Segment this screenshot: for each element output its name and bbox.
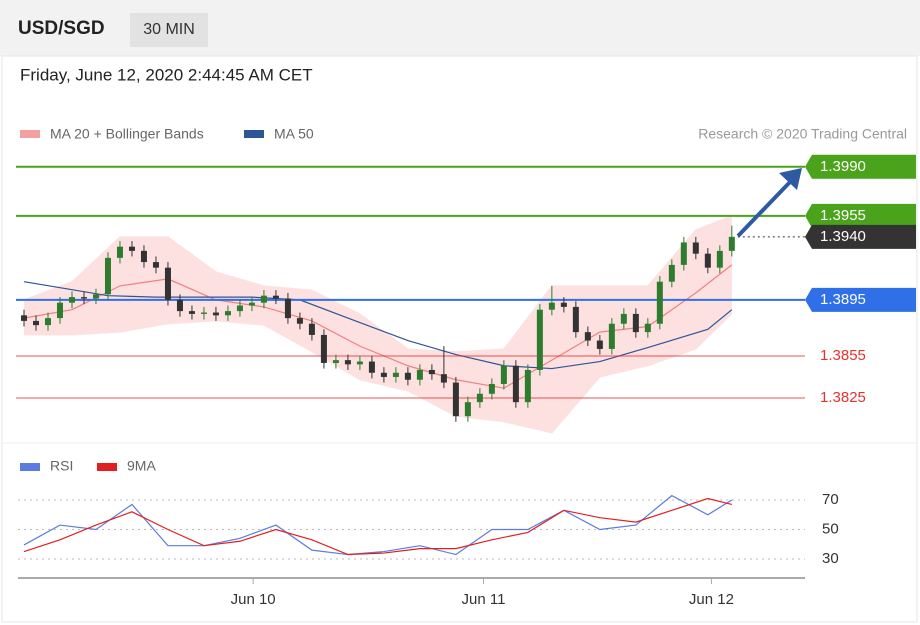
candle-body <box>44 318 51 326</box>
candle-body <box>668 264 675 282</box>
candle-body <box>452 382 459 417</box>
target-arrow <box>736 180 792 238</box>
candle-body <box>440 374 447 383</box>
candle-body <box>224 311 231 316</box>
candle-body <box>308 323 315 335</box>
candle-body <box>704 253 711 268</box>
candle-body <box>608 323 615 349</box>
candle-body <box>140 250 147 263</box>
arrow-head <box>779 168 802 190</box>
rsi-line <box>23 497 732 556</box>
level-label: 1.3955 <box>820 207 866 224</box>
level-label: 1.3855 <box>820 347 866 364</box>
candle-body <box>80 297 87 299</box>
candle-body <box>332 360 339 363</box>
candle-body <box>632 313 639 333</box>
candle-body <box>404 372 411 380</box>
candle-body <box>164 267 171 300</box>
candle-body <box>200 312 207 314</box>
candle-body <box>296 318 303 324</box>
bollinger-band <box>23 215 732 433</box>
ma50-line <box>23 281 733 370</box>
legend-swatch <box>20 463 40 471</box>
level-tag <box>805 287 916 312</box>
rsi-tick-label: 50 <box>822 520 839 537</box>
candle-body <box>572 306 579 333</box>
legend-swatch <box>97 463 117 471</box>
candle-body <box>488 383 495 394</box>
candle-body <box>248 302 255 306</box>
candle-body <box>548 302 555 310</box>
candle-body <box>260 295 267 303</box>
candle-body <box>524 369 531 403</box>
candle-body <box>56 302 63 319</box>
candle-body <box>116 246 123 258</box>
candle-body <box>236 305 243 312</box>
candle-body <box>680 242 687 265</box>
candle-body <box>476 393 483 403</box>
candle-body <box>368 361 375 373</box>
rsi-tick-label: 70 <box>822 491 839 508</box>
candle-body <box>104 257 111 295</box>
candle-body <box>344 360 351 365</box>
level-label: 1.3825 <box>820 389 866 406</box>
candle-body <box>560 302 567 307</box>
candle-body <box>320 334 327 363</box>
candle-body <box>356 361 363 365</box>
candle-body <box>656 281 663 324</box>
candle-body <box>272 295 279 299</box>
candle-body <box>620 313 627 324</box>
candle-body <box>20 315 27 321</box>
candle-body <box>500 365 507 384</box>
candle-body <box>692 242 699 254</box>
candle-body <box>464 402 471 417</box>
candle-body <box>596 340 603 349</box>
candle-body <box>68 297 75 303</box>
x-tick-label: Jun 10 <box>231 591 276 608</box>
candle-body <box>188 311 195 314</box>
x-tick-label: Jun 11 <box>462 591 506 608</box>
bollinger-lower <box>23 313 733 434</box>
interval: 30 MIN <box>143 21 195 38</box>
candle-body <box>92 294 99 299</box>
level-tag <box>805 203 916 228</box>
level-tag <box>805 154 916 179</box>
candle-body <box>380 372 387 377</box>
candle-body <box>428 369 435 375</box>
legend-swatch <box>20 130 40 138</box>
candle-body <box>716 250 723 268</box>
candle-body <box>584 332 591 341</box>
legend-label: RSI <box>50 458 73 474</box>
interval-box <box>130 13 208 47</box>
rsi-tick-label: 30 <box>822 550 839 567</box>
candle-body <box>212 312 219 316</box>
candle-body <box>152 262 159 268</box>
candle-body <box>512 365 519 403</box>
candle-body <box>644 323 651 333</box>
candle-body <box>32 320 39 326</box>
candle-body <box>416 369 423 380</box>
level-label: 1.3990 <box>820 158 866 175</box>
level-label: 1.3895 <box>820 291 866 308</box>
legend-label: MA 20 + Bollinger Bands <box>50 126 204 142</box>
level-tag <box>805 224 916 249</box>
candle-body <box>392 372 399 377</box>
x-tick-label: Jun 12 <box>689 591 734 608</box>
candle-body <box>284 298 291 319</box>
level-label: 1.3940 <box>820 228 866 245</box>
candle-body <box>128 246 135 251</box>
legend-swatch <box>244 130 264 138</box>
legend-label: 9MA <box>127 458 156 474</box>
panel-border <box>1 55 918 623</box>
legend-label: MA 50 <box>274 126 314 142</box>
symbol: USD/SGD <box>18 18 105 39</box>
credit: Research © 2020 Trading Central <box>698 126 907 142</box>
candle-body <box>536 309 543 370</box>
candle-body <box>728 236 735 251</box>
candle-body <box>176 299 183 312</box>
subtitle: Friday, June 12, 2020 2:44:45 AM CET <box>20 65 313 84</box>
